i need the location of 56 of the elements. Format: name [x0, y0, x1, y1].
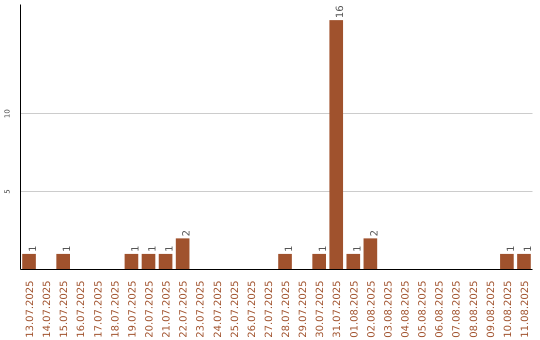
- data-label: 1: [284, 246, 296, 252]
- bar: [142, 254, 156, 270]
- bar: [176, 238, 190, 270]
- x-tick-label: 03.08.2025: [383, 280, 394, 338]
- x-tick-label: 09.08.2025: [486, 280, 497, 338]
- x-tick-label: 06.08.2025: [434, 280, 446, 338]
- data-label: 1: [148, 246, 158, 252]
- x-tick-label: 17.07.2025: [93, 280, 104, 338]
- x-tick-label: 26.07.2025: [246, 280, 258, 338]
- data-label: 1: [28, 246, 40, 252]
- x-tick-label: 21.07.2025: [162, 280, 173, 338]
- x-tick-label: 16.07.2025: [76, 280, 88, 338]
- data-label: 1: [130, 246, 142, 252]
- x-tick-label: 20.07.2025: [144, 280, 156, 338]
- bar: [124, 254, 138, 270]
- x-tick-label: 25.07.2025: [230, 280, 241, 338]
- x-tick-label: 31.07.2025: [332, 280, 344, 338]
- bar: [22, 254, 36, 270]
- x-tick-label: 02.08.2025: [366, 280, 378, 338]
- bar: [312, 254, 326, 270]
- x-tick-label: 30.07.2025: [315, 280, 326, 338]
- x-tick-label: 15.07.2025: [59, 280, 70, 338]
- bar: [364, 238, 378, 270]
- x-tick-label: 19.07.2025: [127, 280, 138, 338]
- x-tick-label: 07.08.2025: [452, 280, 463, 338]
- bar: [278, 254, 292, 270]
- x-tick-label: 13.07.2025: [25, 280, 36, 338]
- x-tick-label: 04.08.2025: [400, 280, 412, 338]
- x-tick-label: 08.08.2025: [468, 280, 480, 338]
- data-label: 1: [164, 246, 176, 252]
- data-label: 2: [369, 230, 380, 236]
- data-label: 2: [182, 230, 193, 236]
- bar: [517, 254, 531, 270]
- x-tick-label: 05.08.2025: [418, 280, 429, 338]
- x-tick-label: 18.07.2025: [110, 280, 122, 338]
- x-tick-label: 22.07.2025: [178, 280, 190, 338]
- bar: [329, 20, 344, 270]
- data-label: 1: [506, 246, 517, 252]
- data-label: 16: [335, 5, 346, 18]
- x-tick-label: 27.07.2025: [264, 280, 275, 338]
- x-tick-label: 14.07.2025: [42, 280, 54, 338]
- x-tick-label: 10.08.2025: [502, 280, 514, 338]
- data-label: 1: [352, 246, 364, 252]
- data-label: 1: [62, 246, 74, 252]
- x-tick-label: 01.08.2025: [349, 280, 360, 338]
- x-tick-label: 24.07.2025: [212, 280, 224, 338]
- bar: [56, 254, 70, 270]
- data-label: 1: [318, 246, 330, 252]
- x-tick-label: 23.07.2025: [196, 280, 207, 338]
- x-tick-label: 29.07.2025: [298, 280, 310, 338]
- data-label: 1: [522, 246, 534, 252]
- bar: [500, 254, 514, 270]
- bar: [158, 254, 172, 270]
- x-tick-label: 11.08.2025: [520, 280, 531, 338]
- x-tick-label: 28.07.2025: [281, 280, 292, 338]
- bar: [346, 254, 360, 270]
